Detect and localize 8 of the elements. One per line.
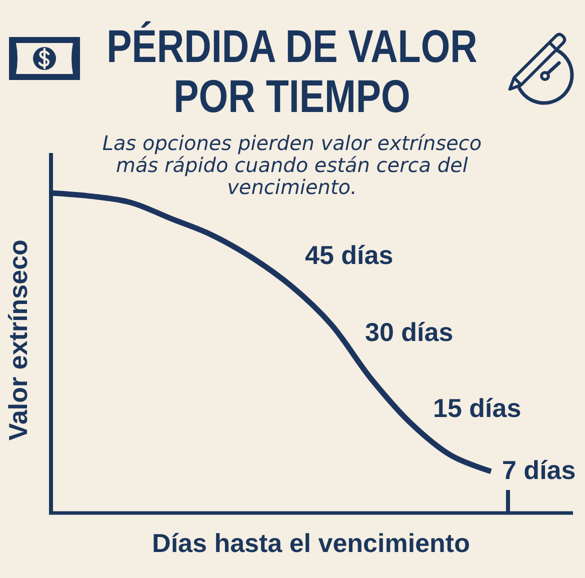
chart-subtitle: Las opciones pierden valor extrínseco más rápido cuando están cerca del vencimiento.	[102, 131, 482, 199]
chart-title: PÉRDIDA DE VALOR POR TIEMPO	[106, 20, 478, 122]
x-axis-title: Días hasta el vencimiento	[152, 528, 470, 558]
annotation: 7 días	[502, 455, 576, 485]
annotation: 45 días	[305, 240, 394, 270]
y-axis-title: Valor extrínseco	[3, 240, 33, 440]
annotation: 15 días	[433, 393, 522, 423]
annotation: 30 días	[365, 317, 454, 347]
